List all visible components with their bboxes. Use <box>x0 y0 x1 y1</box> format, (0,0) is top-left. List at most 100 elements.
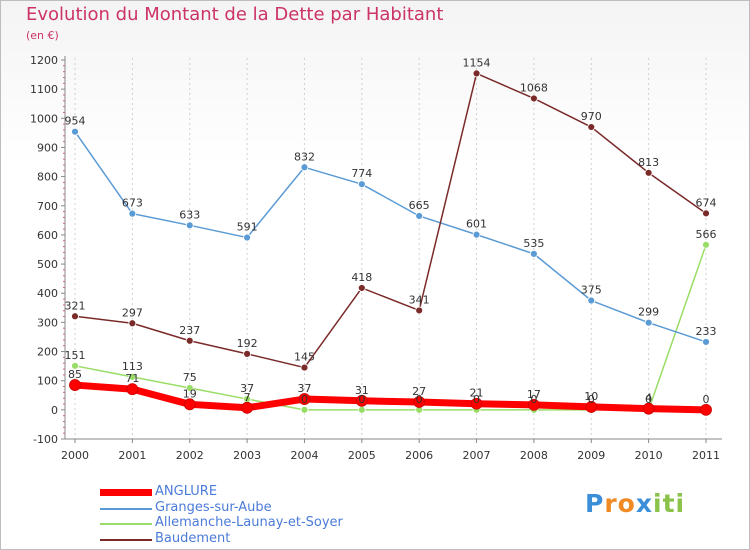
data-label: 0 <box>301 393 308 406</box>
legend-label: ANGLURE <box>155 484 218 499</box>
logo-letter: P <box>585 489 605 518</box>
data-label: 19 <box>183 387 197 400</box>
x-tick-label: 2007 <box>463 449 491 462</box>
data-label: 0 <box>530 393 537 406</box>
data-label: 10 <box>584 390 598 403</box>
x-tick-label: 2009 <box>577 449 605 462</box>
y-tick-label: 0 <box>51 404 58 417</box>
data-point <box>700 403 712 416</box>
data-point <box>355 394 368 407</box>
data-label: 673 <box>122 197 143 210</box>
series-line <box>71 381 710 414</box>
proxiti-logo: Proxiti <box>585 489 685 518</box>
logo-letter: o <box>617 489 636 518</box>
chart-title: Evolution du Montant de la Dette par Hab… <box>26 4 444 25</box>
data-label: 31 <box>355 384 369 397</box>
data-point <box>185 221 194 230</box>
data-point <box>357 284 366 292</box>
x-tick-label: 2011 <box>692 449 720 462</box>
legend-label: Granges-sur-Aube <box>155 499 272 515</box>
data-point <box>415 212 424 220</box>
data-point <box>357 405 366 414</box>
data-label: 27 <box>412 385 426 398</box>
data-point <box>128 319 137 328</box>
data-point <box>415 306 424 315</box>
data-point <box>298 393 311 405</box>
data-label: 0 <box>358 393 365 406</box>
data-label: 75 <box>183 371 197 384</box>
data-point <box>71 361 79 370</box>
data-label: 591 <box>237 221 258 234</box>
logo-letter: i <box>675 489 686 518</box>
data-point <box>241 401 253 414</box>
y-tick-label: 1200 <box>30 54 58 67</box>
data-label: 321 <box>65 299 86 312</box>
legend-swatch-granges <box>100 507 152 510</box>
x-tick-label: 2008 <box>520 449 548 462</box>
data-label: 0 <box>473 393 480 406</box>
data-point <box>413 396 426 408</box>
y-tick-label: 900 <box>37 141 58 154</box>
data-point <box>71 127 79 136</box>
data-label: 37 <box>297 382 311 395</box>
data-label: 1068 <box>520 81 548 94</box>
data-label: 566 <box>696 228 717 241</box>
data-label: 85 <box>68 368 82 381</box>
data-point <box>243 233 251 242</box>
data-point <box>644 318 653 327</box>
series-line <box>74 72 707 369</box>
x-tick-label: 2001 <box>118 449 146 462</box>
data-point <box>702 338 710 346</box>
y-tick-label: -100 <box>33 433 58 446</box>
data-label: 113 <box>122 360 143 373</box>
data-label: 774 <box>351 167 372 180</box>
data-label: 0 <box>703 393 710 406</box>
data-label: 71 <box>125 372 139 385</box>
logo-letter: x <box>635 489 653 518</box>
y-tick-label: 500 <box>37 258 58 271</box>
logo-letter: i <box>653 489 663 518</box>
data-label: 633 <box>179 208 200 221</box>
legend-label: Baudement <box>155 530 231 546</box>
x-tick-label: 2002 <box>176 449 204 462</box>
y-tick-label: 300 <box>37 316 58 329</box>
y-tick-label: 200 <box>37 346 58 359</box>
data-point <box>126 383 139 396</box>
data-point <box>300 163 309 172</box>
data-point <box>642 402 655 415</box>
x-tick-label: 2003 <box>233 449 261 462</box>
data-label: 1154 <box>463 56 491 69</box>
data-label: 151 <box>65 349 86 362</box>
data-label: 297 <box>122 306 143 319</box>
y-tick-label: 700 <box>37 200 58 213</box>
x-tick-label: 2005 <box>348 449 376 462</box>
data-label: 665 <box>409 199 430 212</box>
data-point <box>702 209 710 218</box>
data-label: 7 <box>244 391 251 404</box>
data-point <box>185 336 194 345</box>
legend-swatch-baudement <box>100 538 152 541</box>
y-tick-label: 1100 <box>30 83 58 96</box>
x-tick-label: 2006 <box>405 449 433 462</box>
data-point <box>585 401 598 413</box>
data-point <box>183 398 196 411</box>
data-point <box>71 312 79 321</box>
logo-letter: r <box>604 489 618 518</box>
data-point <box>300 363 309 372</box>
y-tick-label: 100 <box>37 375 58 388</box>
data-point <box>472 230 481 239</box>
data-label: 0 <box>645 393 652 406</box>
logo-letter: t <box>662 489 676 518</box>
data-point <box>530 94 538 103</box>
data-label: 233 <box>696 325 717 338</box>
data-label: 21 <box>470 387 484 400</box>
legend-swatch-allemanche <box>100 523 152 525</box>
data-label: 0 <box>588 393 595 406</box>
series-line <box>74 244 707 411</box>
chart-subtitle: (en €) <box>26 29 59 42</box>
data-point <box>472 69 481 78</box>
data-label: 237 <box>179 324 200 337</box>
data-point <box>587 296 596 305</box>
data-label: 832 <box>294 150 315 163</box>
